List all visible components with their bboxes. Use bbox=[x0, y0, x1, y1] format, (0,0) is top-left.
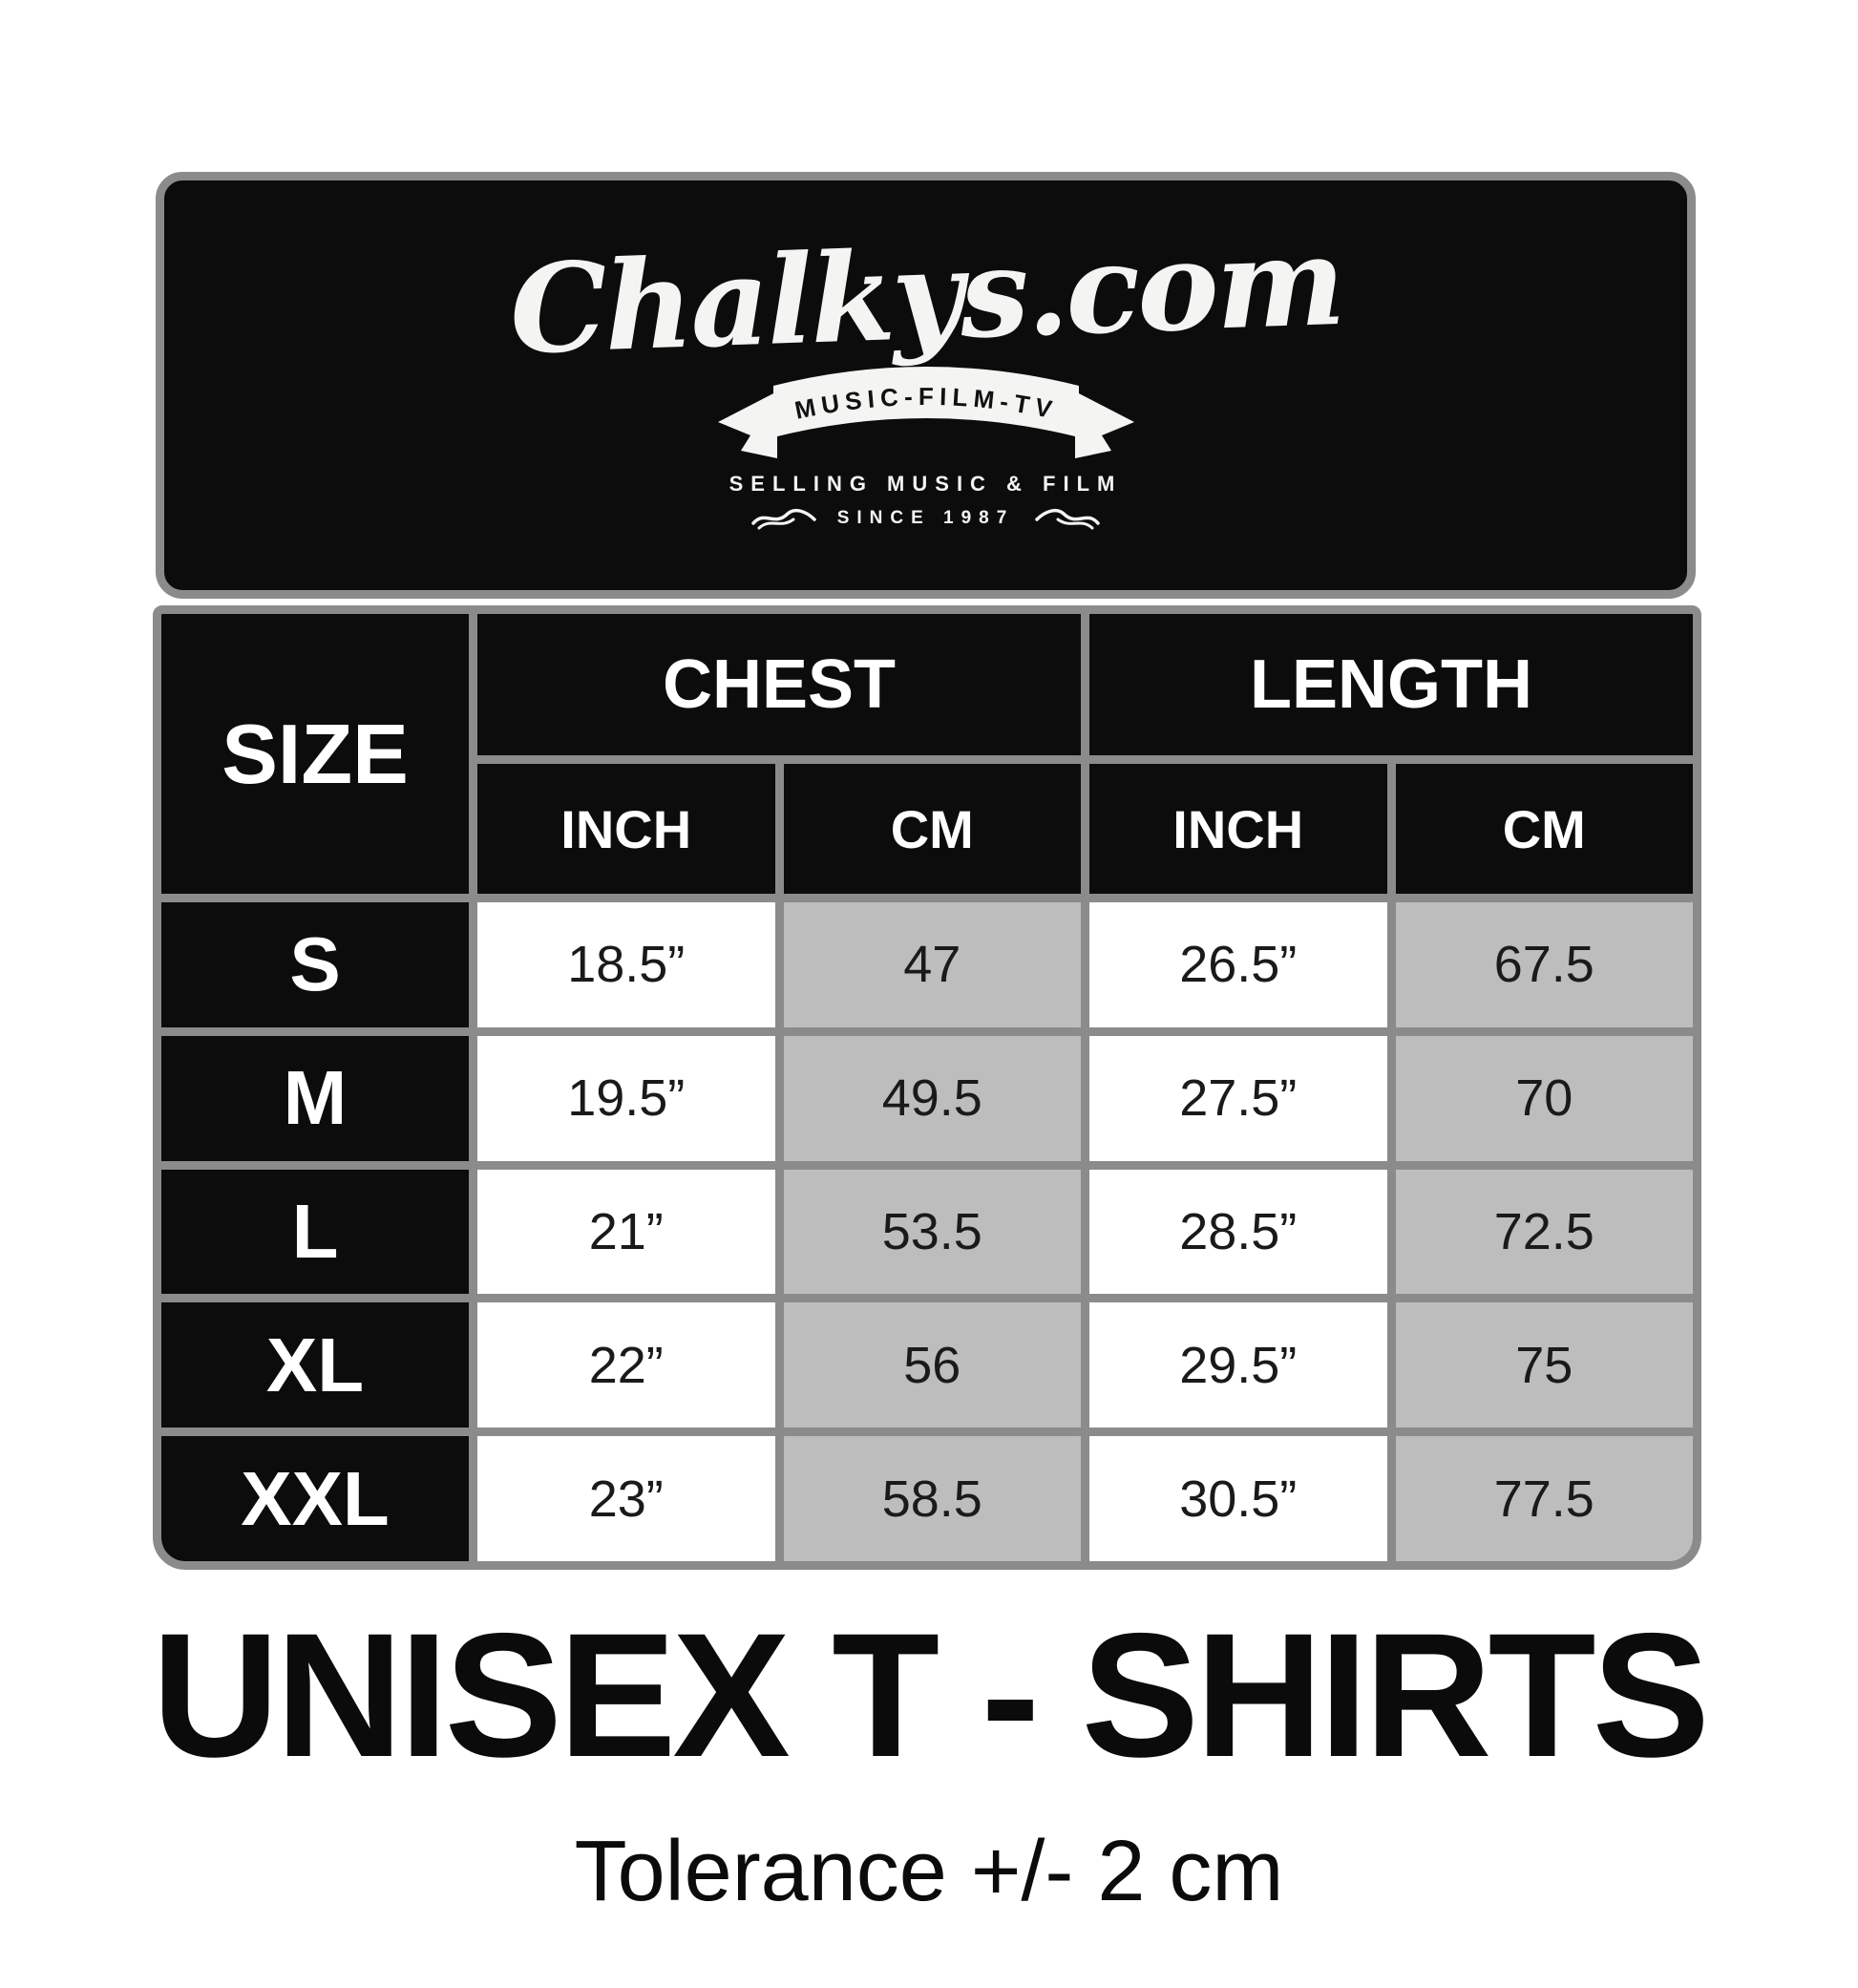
table-cell-length-cm: 77.5 bbox=[1395, 1436, 1693, 1561]
table-row-size-label: M bbox=[161, 1035, 469, 1161]
table-cell-chest-cm: 56 bbox=[783, 1302, 1081, 1428]
flourish-left-icon bbox=[750, 508, 816, 529]
length-group-header: LENGTH bbox=[1089, 614, 1693, 755]
table-cell-chest-cm: 53.5 bbox=[783, 1169, 1081, 1295]
since-row: SINCE 1987 bbox=[750, 506, 1101, 531]
brand-logo-text: Chalkys.com bbox=[507, 209, 1344, 382]
flourish-right-icon bbox=[1035, 508, 1101, 529]
length-cm-header: CM bbox=[1395, 764, 1693, 894]
size-column-header: SIZE bbox=[161, 614, 469, 894]
chest-group-header: CHEST bbox=[477, 614, 1081, 755]
table-cell-length-cm: 75 bbox=[1395, 1302, 1693, 1428]
table-row-size-label: S bbox=[161, 902, 469, 1027]
brand-header: Chalkys.com MUSIC-FILM-TV SELLING MUSIC … bbox=[156, 172, 1696, 599]
brand-since: SINCE 1987 bbox=[836, 507, 1015, 528]
table-cell-chest-inch: 21” bbox=[477, 1169, 775, 1295]
table-cell-length-inch: 28.5” bbox=[1089, 1169, 1387, 1295]
table-cell-chest-cm: 58.5 bbox=[783, 1436, 1081, 1561]
table-cell-chest-inch: 22” bbox=[477, 1302, 775, 1428]
table-cell-chest-inch: 19.5” bbox=[477, 1035, 775, 1161]
table-cell-chest-cm: 49.5 bbox=[783, 1035, 1081, 1161]
table-cell-length-cm: 70 bbox=[1395, 1035, 1693, 1161]
size-table: SIZE CHEST LENGTH INCH CM INCH CM S 18.5… bbox=[153, 605, 1701, 1570]
table-cell-length-inch: 27.5” bbox=[1089, 1035, 1387, 1161]
table-cell-chest-inch: 23” bbox=[477, 1436, 775, 1561]
table-cell-length-inch: 29.5” bbox=[1089, 1302, 1387, 1428]
ribbon-banner: MUSIC-FILM-TV bbox=[697, 359, 1155, 474]
table-row-size-label: XXL bbox=[161, 1436, 469, 1561]
length-inch-header: INCH bbox=[1089, 764, 1387, 894]
chest-inch-header: INCH bbox=[477, 764, 775, 894]
table-cell-chest-cm: 47 bbox=[783, 902, 1081, 1027]
tolerance-note: Tolerance +/- 2 cm bbox=[574, 1823, 1284, 1919]
table-row-size-label: L bbox=[161, 1169, 469, 1295]
table-row-size-label: XL bbox=[161, 1302, 469, 1428]
table-cell-length-cm: 67.5 bbox=[1395, 902, 1693, 1027]
table-cell-length-cm: 72.5 bbox=[1395, 1169, 1693, 1295]
table-cell-length-inch: 30.5” bbox=[1089, 1436, 1387, 1561]
brand-tagline: SELLING MUSIC & FILM bbox=[728, 471, 1123, 496]
page-title: UNISEX T - SHIRTS bbox=[152, 1597, 1710, 1794]
table-cell-chest-inch: 18.5” bbox=[477, 902, 775, 1027]
table-cell-length-inch: 26.5” bbox=[1089, 902, 1387, 1027]
ribbon-icon: MUSIC-FILM-TV bbox=[717, 366, 1134, 458]
chest-cm-header: CM bbox=[783, 764, 1081, 894]
